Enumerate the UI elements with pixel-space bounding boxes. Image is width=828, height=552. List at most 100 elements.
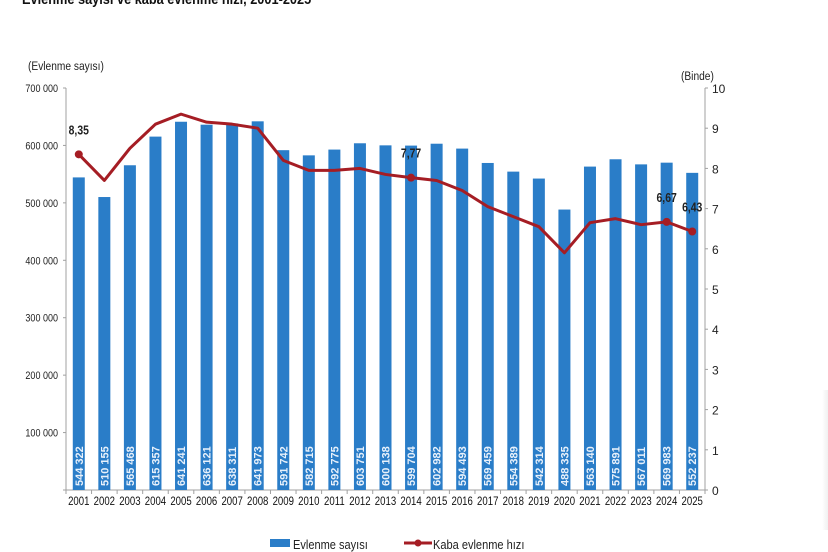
- x-tick-label: 2012: [349, 495, 370, 508]
- right-tick-label: 5: [712, 283, 719, 297]
- bar-value-label: 599 704: [406, 445, 418, 486]
- bar-2003: [123, 165, 136, 490]
- x-tick-label: 2003: [119, 495, 140, 508]
- rate-marker-2014: [407, 173, 416, 182]
- rate-marker-2025: [688, 227, 697, 236]
- bar-2001: [72, 177, 85, 490]
- bar-value-label: 565 468: [125, 446, 137, 486]
- left-tick-label: 700 000: [25, 83, 58, 95]
- right-axis-title: (Binde): [681, 70, 714, 83]
- bar-value-label: 544 322: [74, 446, 86, 486]
- right-tick-label: 6: [712, 243, 719, 257]
- bar-value-label: 592 775: [329, 446, 341, 486]
- bar-2007: [226, 123, 239, 490]
- left-axis-title: (Evlenme sayısı): [28, 60, 104, 73]
- bar-2002: [98, 197, 111, 490]
- bar-2013: [379, 145, 392, 491]
- bar-2004: [149, 136, 162, 491]
- legend-label-line: Kaba evlenme hızı: [433, 537, 524, 552]
- bar-value-label: 569 983: [662, 446, 674, 486]
- legend-swatch-bars: [270, 539, 290, 547]
- right-tick-label: 3: [712, 363, 719, 377]
- rate-data-label: 6,43: [682, 200, 703, 214]
- right-tick-label: 4: [712, 323, 719, 337]
- x-tick-label: 2022: [605, 495, 626, 508]
- bar-value-label: 594 493: [457, 446, 469, 486]
- x-tick-label: 2025: [682, 495, 703, 508]
- bar-value-label: 602 982: [432, 446, 444, 486]
- bar-value-label: 563 140: [585, 446, 597, 486]
- bar-2014: [405, 145, 418, 490]
- x-tick-label: 2013: [375, 495, 396, 508]
- x-tick-label: 2006: [196, 495, 217, 508]
- rate-marker-2001: [74, 150, 83, 159]
- bar-value-label: 638 311: [227, 447, 239, 486]
- bar-2018: [507, 171, 520, 490]
- x-tick-label: 2008: [247, 495, 268, 508]
- bar-2020: [558, 209, 571, 490]
- right-tick-label: 8: [712, 162, 719, 176]
- rate-line: [77, 112, 694, 255]
- right-tick-label: 9: [712, 122, 719, 136]
- bar-value-label: 554 389: [508, 446, 520, 486]
- bar-2024: [660, 162, 673, 490]
- edge-shadow: [822, 390, 828, 530]
- x-tick-label: 2001: [68, 495, 89, 508]
- legend-swatch-marker: [414, 539, 422, 547]
- right-tick-label: 2: [712, 404, 719, 418]
- x-tick-label: 2010: [298, 495, 319, 508]
- bar-value-label: 636 121: [202, 446, 214, 486]
- bar-value-label: 510 155: [99, 446, 111, 486]
- x-tick-label: 2017: [477, 495, 498, 508]
- left-tick-label: 600 000: [25, 141, 58, 153]
- x-tick-label: 2004: [145, 495, 166, 508]
- x-tick-label: 2021: [579, 495, 600, 508]
- left-tick-label: 200 000: [25, 370, 58, 382]
- bar-value-label: 542 314: [534, 445, 546, 486]
- x-tick-label: 2005: [170, 495, 191, 508]
- bar-2016: [456, 148, 469, 490]
- bar-2006: [200, 124, 213, 490]
- left-tick-label: 500 000: [25, 198, 58, 210]
- bar-2022: [609, 159, 622, 490]
- bar-2021: [583, 166, 596, 490]
- rate-data-label: 6,67: [657, 191, 678, 205]
- left-tick-label: 100 000: [25, 428, 58, 440]
- bar-value-label: 591 742: [278, 446, 290, 486]
- x-tick-label: 2011: [324, 495, 345, 508]
- x-tick-label: 2024: [656, 495, 677, 508]
- bar-2005: [175, 121, 188, 491]
- bar-value-label: 552 237: [687, 446, 699, 486]
- bar-2019: [532, 178, 545, 490]
- right-tick-label: 1: [712, 444, 719, 458]
- bar-2025: [686, 172, 699, 490]
- bar-value-label: 569 459: [483, 446, 495, 486]
- bar-2011: [328, 149, 341, 490]
- x-tick-label: 2002: [94, 495, 115, 508]
- x-tick-label: 2023: [630, 495, 651, 508]
- bar-value-label: 600 138: [381, 446, 393, 486]
- bar-value-label: 582 715: [304, 446, 316, 486]
- rate-marker-2024: [662, 217, 671, 226]
- x-tick-label: 2018: [503, 495, 524, 508]
- bar-2008: [251, 121, 264, 491]
- bar-2012: [353, 143, 366, 491]
- chart-title: Evlenme sayısı ve kaba evlenme hızı, 200…: [22, 0, 311, 8]
- left-tick-label: 300 000: [25, 313, 58, 325]
- right-tick-label: 0: [712, 484, 719, 498]
- x-tick-label: 2014: [400, 495, 421, 508]
- bar-2010: [302, 155, 315, 490]
- x-tick-label: 2020: [554, 495, 575, 508]
- x-tick-label: 2015: [426, 495, 447, 508]
- left-tick-label: 400 000: [25, 256, 58, 268]
- x-tick-label: 2009: [273, 495, 294, 508]
- x-tick-label: 2007: [221, 495, 242, 508]
- bar-value-label: 567 011: [636, 447, 648, 486]
- rate-data-label: 7,77: [401, 147, 422, 161]
- bar-value-label: 641 241: [176, 446, 188, 486]
- bar-2023: [635, 164, 648, 490]
- x-tick-label: 2019: [528, 495, 549, 508]
- bar-2017: [481, 162, 494, 490]
- bar-value-label: 603 751: [355, 446, 367, 486]
